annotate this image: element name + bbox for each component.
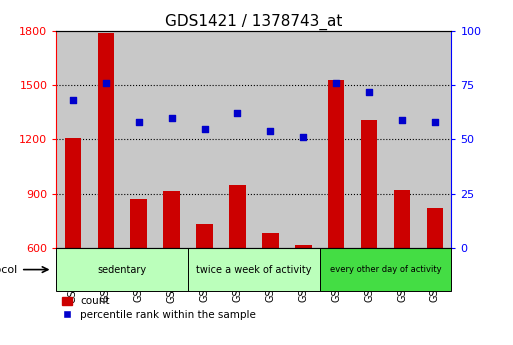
- Bar: [221, 31, 254, 248]
- Point: [134, 119, 143, 125]
- Bar: [254, 31, 287, 248]
- Bar: [65, 138, 81, 248]
- Bar: [164, 191, 180, 248]
- Bar: [97, 33, 114, 248]
- Bar: [320, 31, 353, 248]
- Bar: [188, 31, 221, 248]
- Point: [299, 135, 307, 140]
- Bar: [328, 80, 344, 248]
- Title: GDS1421 / 1378743_at: GDS1421 / 1378743_at: [165, 13, 343, 30]
- Bar: [394, 190, 410, 248]
- Point: [168, 115, 176, 120]
- Point: [201, 126, 209, 131]
- Text: sedentary: sedentary: [97, 265, 147, 275]
- Point: [266, 128, 274, 134]
- Bar: [353, 31, 386, 248]
- Bar: [295, 245, 311, 248]
- Bar: [419, 31, 451, 248]
- Bar: [229, 185, 246, 248]
- Point: [332, 80, 340, 86]
- Bar: [122, 31, 155, 248]
- Point: [102, 80, 110, 86]
- Bar: [427, 208, 443, 248]
- Point: [431, 119, 439, 125]
- Bar: [130, 199, 147, 248]
- Bar: [89, 31, 122, 248]
- Bar: [287, 31, 320, 248]
- Bar: [386, 31, 419, 248]
- Bar: [188, 248, 320, 291]
- Legend: count, percentile rank within the sample: count, percentile rank within the sample: [62, 296, 256, 319]
- Point: [69, 98, 77, 103]
- Bar: [56, 248, 188, 291]
- Bar: [262, 234, 279, 248]
- Text: twice a week of activity: twice a week of activity: [196, 265, 312, 275]
- Bar: [361, 120, 378, 248]
- Bar: [155, 31, 188, 248]
- Bar: [320, 248, 451, 291]
- Point: [398, 117, 406, 123]
- Bar: [196, 224, 213, 248]
- Text: protocol: protocol: [0, 265, 17, 275]
- Text: every other day of activity: every other day of activity: [330, 265, 441, 274]
- Bar: [56, 31, 89, 248]
- Point: [365, 89, 373, 95]
- Point: [233, 111, 242, 116]
